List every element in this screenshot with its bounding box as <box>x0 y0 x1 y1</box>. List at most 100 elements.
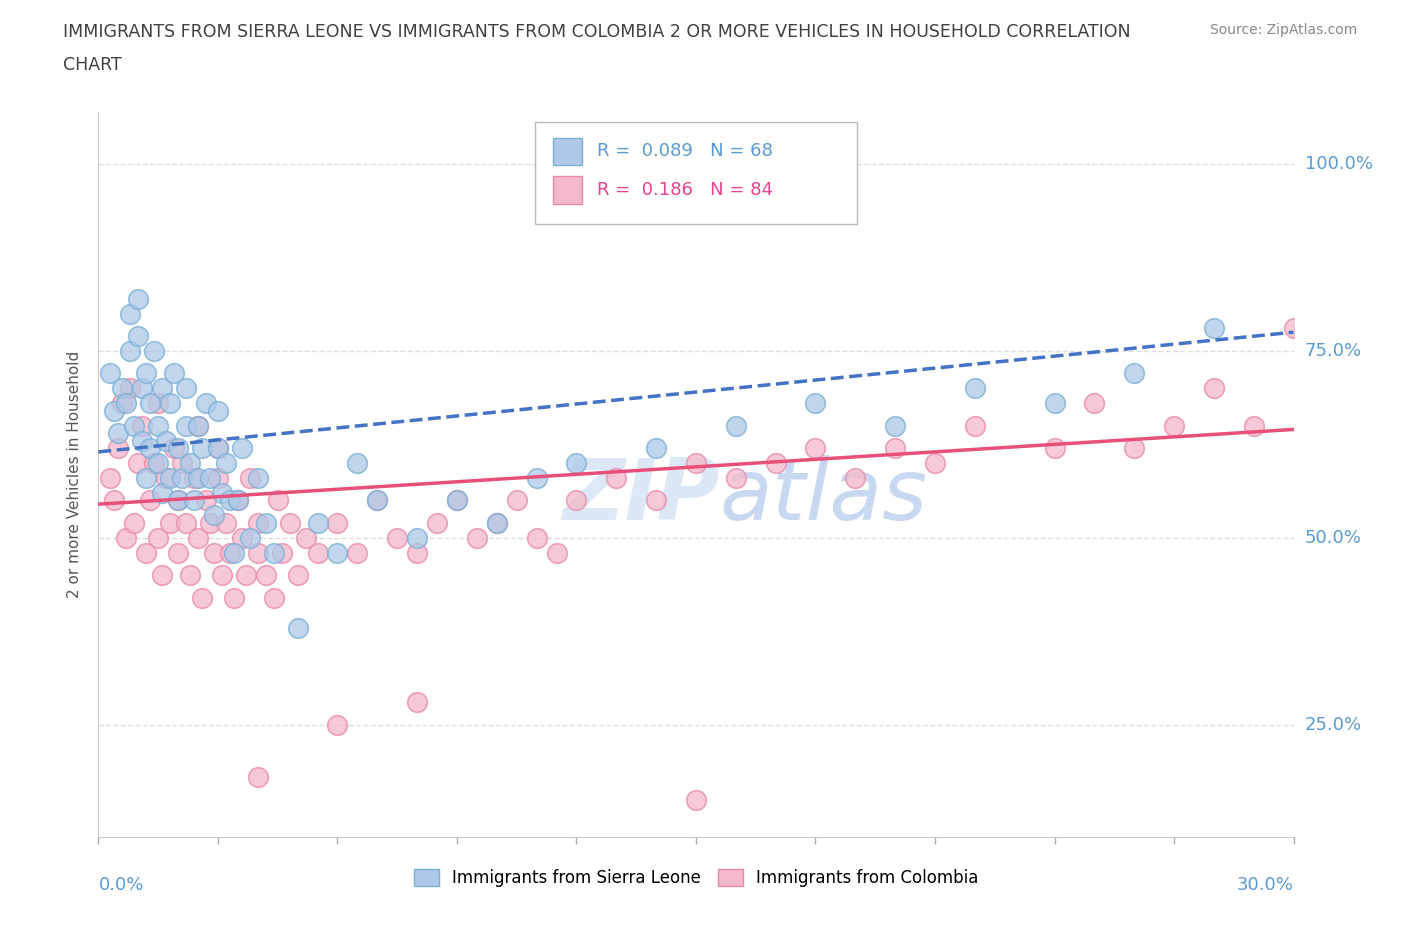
Point <box>172 456 194 471</box>
Point <box>159 471 181 485</box>
Point <box>287 568 309 583</box>
Point <box>120 381 142 396</box>
Point <box>103 404 125 418</box>
Point <box>267 493 290 508</box>
Point <box>207 404 229 418</box>
FancyBboxPatch shape <box>534 123 858 224</box>
Point <box>1043 441 1066 456</box>
Point <box>179 568 201 583</box>
Point <box>406 530 429 545</box>
Point <box>127 456 149 471</box>
Point <box>446 493 468 508</box>
Point <box>226 493 249 508</box>
Point <box>645 493 668 508</box>
Text: R =  0.089   N = 68: R = 0.089 N = 68 <box>596 142 773 161</box>
Point <box>263 545 285 560</box>
Point <box>222 591 245 605</box>
Point <box>155 471 177 485</box>
Point <box>167 545 190 560</box>
Text: atlas: atlas <box>720 455 928 538</box>
Point <box>159 515 181 530</box>
Point <box>1202 381 1225 396</box>
Point <box>207 441 229 456</box>
Point <box>195 396 218 411</box>
Point <box>426 515 449 530</box>
Point <box>235 568 257 583</box>
Text: 75.0%: 75.0% <box>1305 342 1362 360</box>
Point <box>139 396 162 411</box>
Point <box>115 396 138 411</box>
Text: R =  0.186   N = 84: R = 0.186 N = 84 <box>596 181 773 199</box>
Point <box>406 695 429 710</box>
Text: 50.0%: 50.0% <box>1305 529 1361 547</box>
Point <box>1043 396 1066 411</box>
Point <box>346 545 368 560</box>
Point <box>226 493 249 508</box>
Point <box>465 530 488 545</box>
Point <box>307 545 329 560</box>
Point <box>219 493 242 508</box>
Point <box>446 493 468 508</box>
Point <box>120 343 142 358</box>
Point <box>174 515 197 530</box>
Point <box>526 530 548 545</box>
Point <box>565 493 588 508</box>
Point <box>485 515 508 530</box>
Point <box>685 792 707 807</box>
Point <box>326 545 349 560</box>
Point <box>506 493 529 508</box>
Point <box>246 770 269 785</box>
Point <box>326 717 349 732</box>
Point <box>159 396 181 411</box>
Point <box>172 471 194 485</box>
Point <box>148 456 170 471</box>
Point <box>215 515 238 530</box>
Text: IMMIGRANTS FROM SIERRA LEONE VS IMMIGRANTS FROM COLOMBIA 2 OR MORE VEHICLES IN H: IMMIGRANTS FROM SIERRA LEONE VS IMMIGRAN… <box>63 23 1130 41</box>
Point <box>207 441 229 456</box>
Text: ZIP: ZIP <box>562 455 720 538</box>
Point <box>254 568 277 583</box>
Bar <box>553 176 582 204</box>
Point <box>326 515 349 530</box>
Point <box>239 530 262 545</box>
Point <box>120 306 142 321</box>
Point <box>183 471 205 485</box>
Point <box>963 381 986 396</box>
Point <box>135 365 157 380</box>
Point <box>219 545 242 560</box>
Point <box>724 418 747 433</box>
Point <box>565 456 588 471</box>
Point <box>211 485 233 500</box>
Point <box>546 545 568 560</box>
Point <box>211 568 233 583</box>
Point <box>131 381 153 396</box>
Point <box>187 530 209 545</box>
Point <box>163 365 186 380</box>
Point <box>143 343 166 358</box>
Point <box>724 471 747 485</box>
Point <box>884 418 907 433</box>
Point <box>167 441 190 456</box>
Point <box>924 456 946 471</box>
Point <box>98 471 122 485</box>
Point <box>1243 418 1265 433</box>
Point <box>139 441 162 456</box>
Point <box>127 328 149 343</box>
Point <box>107 426 129 441</box>
Point <box>239 471 262 485</box>
Point <box>174 381 197 396</box>
Point <box>187 418 209 433</box>
Point <box>346 456 368 471</box>
Point <box>198 471 221 485</box>
Point <box>406 545 429 560</box>
Point <box>143 456 166 471</box>
Point <box>131 433 153 448</box>
Point <box>124 418 146 433</box>
Text: CHART: CHART <box>63 56 122 73</box>
Point <box>1202 321 1225 336</box>
Point <box>1282 321 1305 336</box>
Point <box>215 456 238 471</box>
Point <box>150 485 173 500</box>
Point <box>150 381 173 396</box>
Point <box>111 396 134 411</box>
